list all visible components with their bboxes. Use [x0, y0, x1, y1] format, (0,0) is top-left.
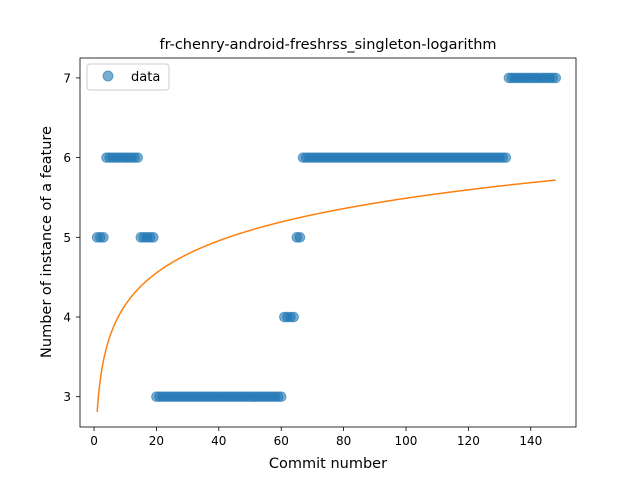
x-axis-label: Commit number [269, 456, 387, 472]
y-axis-ticks: 3 4 5 6 7 [63, 71, 80, 404]
data-point [288, 311, 299, 323]
chart-title: fr-chenry-android-freshrss_singleton-log… [159, 37, 496, 53]
y-tick-label: 6 [63, 151, 71, 165]
y-axis-label: Number of instance of a feature [39, 126, 55, 358]
legend-marker-data [102, 70, 114, 82]
x-tick-label: 140 [519, 434, 542, 448]
fit-layer [96, 179, 556, 412]
y-tick-label: 4 [63, 311, 71, 325]
data-point [500, 152, 512, 163]
legend-box [86, 63, 170, 91]
y-tick-label: 7 [63, 71, 71, 85]
data-point [294, 232, 306, 243]
data-point [275, 391, 287, 403]
x-tick-label: 20 [149, 434, 164, 448]
legend-label-data: data [131, 70, 160, 85]
data-point [98, 232, 109, 243]
x-tick-label: 40 [211, 434, 226, 448]
log-fit-line [96, 179, 556, 412]
y-tick-label: 5 [63, 231, 71, 245]
data-point [148, 232, 159, 243]
x-tick-label: 80 [336, 434, 351, 448]
x-tick-label: 100 [395, 434, 418, 448]
data-point [550, 72, 562, 84]
x-tick-label: 0 [90, 434, 98, 448]
plot-frame [79, 57, 577, 428]
plot-area [80, 58, 576, 427]
x-tick-label: 60 [274, 434, 289, 448]
data-layer [91, 72, 562, 403]
x-axis-ticks: 0 20 40 60 80 100 120 140 [90, 427, 542, 448]
data-point [132, 152, 144, 163]
legend: data [86, 63, 170, 91]
y-tick-label: 3 [63, 390, 71, 404]
x-tick-label: 120 [457, 434, 480, 448]
